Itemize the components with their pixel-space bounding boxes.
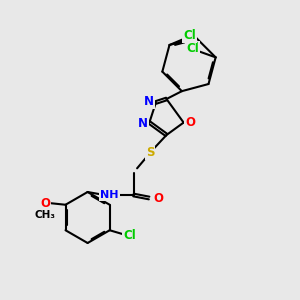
Text: Cl: Cl [183, 29, 196, 43]
Text: N: N [144, 95, 154, 108]
Text: N: N [138, 117, 148, 130]
Text: NH: NH [100, 190, 119, 200]
Text: Cl: Cl [123, 229, 136, 242]
Text: Cl: Cl [186, 42, 199, 55]
Text: O: O [40, 197, 50, 210]
Text: O: O [153, 191, 163, 205]
Text: O: O [185, 116, 195, 129]
Text: CH₃: CH₃ [35, 210, 56, 220]
Text: S: S [146, 146, 154, 160]
